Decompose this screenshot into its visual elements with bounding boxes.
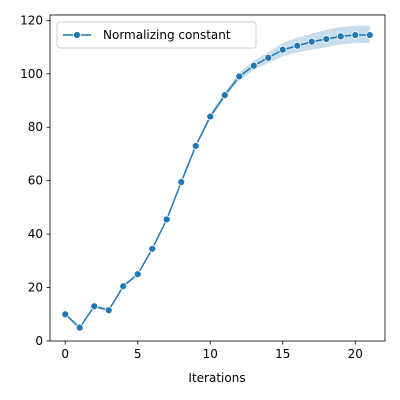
data-point	[206, 112, 215, 121]
y-tick-label: 40	[28, 227, 43, 241]
data-point	[365, 31, 374, 39]
data-point	[90, 302, 99, 311]
x-tick-label: 15	[275, 347, 290, 361]
data-point-layer	[61, 31, 374, 332]
data-point	[191, 142, 200, 150]
x-tick-label: 5	[134, 347, 142, 361]
y-tick-label: 120	[20, 13, 43, 27]
data-point	[119, 282, 128, 291]
y-tick-label: 80	[28, 120, 43, 134]
data-point	[264, 53, 273, 62]
data-point	[293, 41, 302, 50]
data-point	[148, 244, 157, 253]
data-point	[249, 61, 258, 70]
plot-frame	[49, 14, 386, 342]
data-point	[61, 310, 70, 319]
data-point	[235, 72, 244, 81]
data-point	[278, 45, 287, 54]
data-point	[104, 306, 113, 315]
series-line	[64, 34, 370, 329]
y-tick-label: 100	[20, 67, 43, 81]
data-point	[220, 91, 229, 100]
y-tick-label: 0	[35, 334, 43, 348]
legend-label: Normalizing constant	[103, 28, 231, 42]
data-point	[162, 215, 171, 224]
data-point	[177, 178, 186, 186]
data-point	[75, 323, 84, 332]
data-point	[307, 37, 316, 46]
data-point	[133, 270, 142, 279]
legend: Normalizing constant	[56, 21, 257, 49]
tick-layer: 0 5 10 15 20 0 20 40 60 80 100 120	[20, 13, 363, 361]
x-tick-label: 20	[348, 347, 363, 361]
confidence-band-layer	[65, 25, 370, 329]
legend-marker-swatch	[73, 31, 81, 39]
data-point	[336, 32, 345, 41]
x-axis-label: Iterations	[188, 371, 245, 385]
legend-box	[56, 21, 257, 49]
data-point	[322, 35, 331, 43]
axes	[49, 14, 386, 342]
confidence-band	[65, 25, 370, 329]
data-point	[351, 31, 360, 39]
y-tick-label: 20	[28, 281, 43, 295]
series-line-layer	[64, 34, 370, 329]
y-tick-label: 60	[28, 174, 43, 188]
x-tick-label: 10	[203, 347, 218, 361]
x-tick-label: 0	[61, 347, 69, 361]
